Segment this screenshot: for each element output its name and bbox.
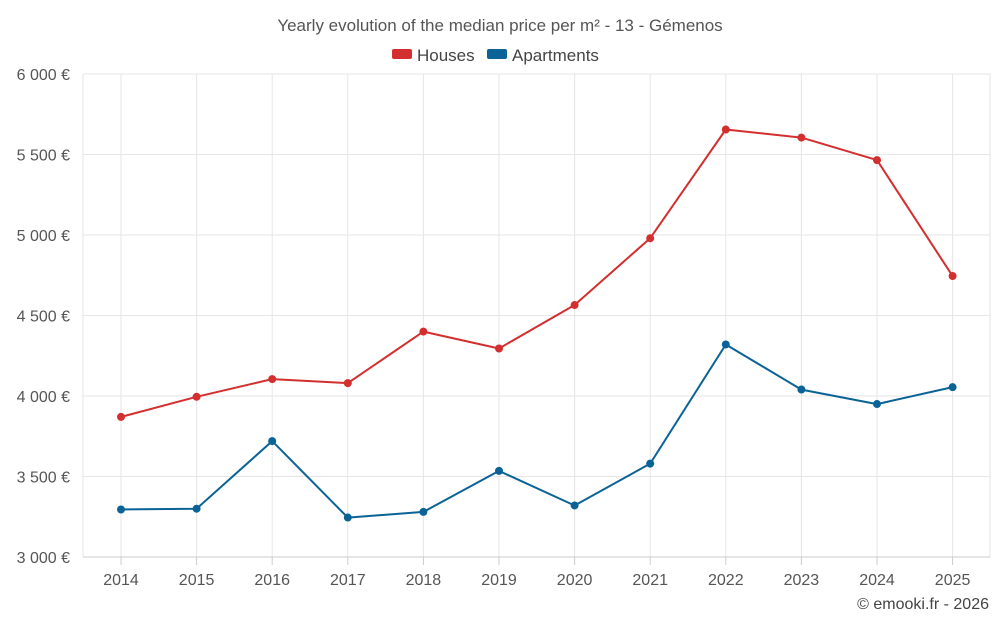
series-line-apartments: [120, 343, 953, 519]
data-point-houses[interactable]: [117, 412, 125, 421]
data-point-apartments[interactable]: [570, 501, 579, 510]
x-tick-label: 2017: [330, 572, 366, 589]
data-point-apartments[interactable]: [646, 459, 655, 468]
data-point-houses[interactable]: [343, 379, 352, 388]
data-point-apartments[interactable]: [192, 504, 201, 513]
data-point-apartments[interactable]: [268, 437, 277, 446]
y-tick-label: 3 500 €: [17, 470, 70, 487]
axis-layer: 3 000 € 3 500 € 4 000 € 4 500 € 5 000 € 5 500…: [17, 67, 990, 589]
data-point-apartments[interactable]: [495, 466, 503, 475]
data-point-houses[interactable]: [873, 156, 881, 165]
data-point-apartments[interactable]: [117, 505, 125, 514]
data-point-houses[interactable]: [721, 125, 730, 134]
data-point-apartments[interactable]: [419, 507, 428, 516]
data-point-apartments[interactable]: [873, 400, 881, 409]
x-tick-label: 2016: [254, 572, 290, 589]
x-tick-label: 2022: [708, 572, 744, 589]
y-tick-label: 5 000 €: [17, 228, 70, 245]
data-point-houses[interactable]: [419, 327, 428, 336]
data-point-houses[interactable]: [797, 133, 806, 142]
chart-title: Yearly evolution of the median price per…: [277, 16, 722, 35]
y-tick-label: 3 000 €: [17, 550, 70, 567]
legend-item-houses[interactable]: Houses: [392, 46, 475, 65]
y-tick-label: 5 500 €: [17, 148, 70, 165]
data-point-houses[interactable]: [570, 301, 579, 310]
x-tick-label: 2015: [179, 572, 215, 589]
legend-label-houses: Houses: [417, 46, 475, 65]
legend-label-apartments: Apartments: [512, 46, 599, 65]
x-tick-label: 2019: [481, 572, 517, 589]
data-point-houses[interactable]: [646, 234, 655, 243]
x-tick-label: 2018: [406, 572, 442, 589]
x-tick-label: 2021: [632, 572, 668, 589]
grid-layer: [82, 73, 991, 557]
series-layer: [117, 125, 957, 522]
x-tick-label: 2024: [859, 572, 895, 589]
data-point-apartments[interactable]: [721, 340, 730, 349]
data-point-houses[interactable]: [268, 375, 277, 384]
x-tick-label: 2020: [557, 572, 593, 589]
x-tick-label: 2014: [103, 572, 139, 589]
legend-swatch-apartments: [487, 49, 507, 59]
x-tick-label: 2023: [784, 572, 820, 589]
data-point-apartments[interactable]: [343, 513, 352, 522]
legend-item-apartments[interactable]: Apartments: [487, 46, 599, 65]
data-point-houses[interactable]: [495, 344, 503, 353]
data-point-apartments[interactable]: [948, 383, 957, 392]
data-point-houses[interactable]: [192, 392, 201, 401]
y-tick-label: 4 500 €: [17, 309, 70, 326]
credit-text: © emooki.fr - 2026: [857, 596, 989, 613]
data-point-apartments[interactable]: [797, 385, 806, 394]
data-point-houses[interactable]: [948, 272, 957, 281]
y-tick-label: 4 000 €: [17, 389, 70, 406]
legend-swatch-houses: [392, 49, 412, 59]
series-line-houses: [120, 128, 954, 418]
x-tick-label: 2025: [935, 572, 971, 589]
legend[interactable]: Houses Apartments: [392, 46, 599, 65]
y-tick-label: 6 000 €: [17, 67, 70, 84]
